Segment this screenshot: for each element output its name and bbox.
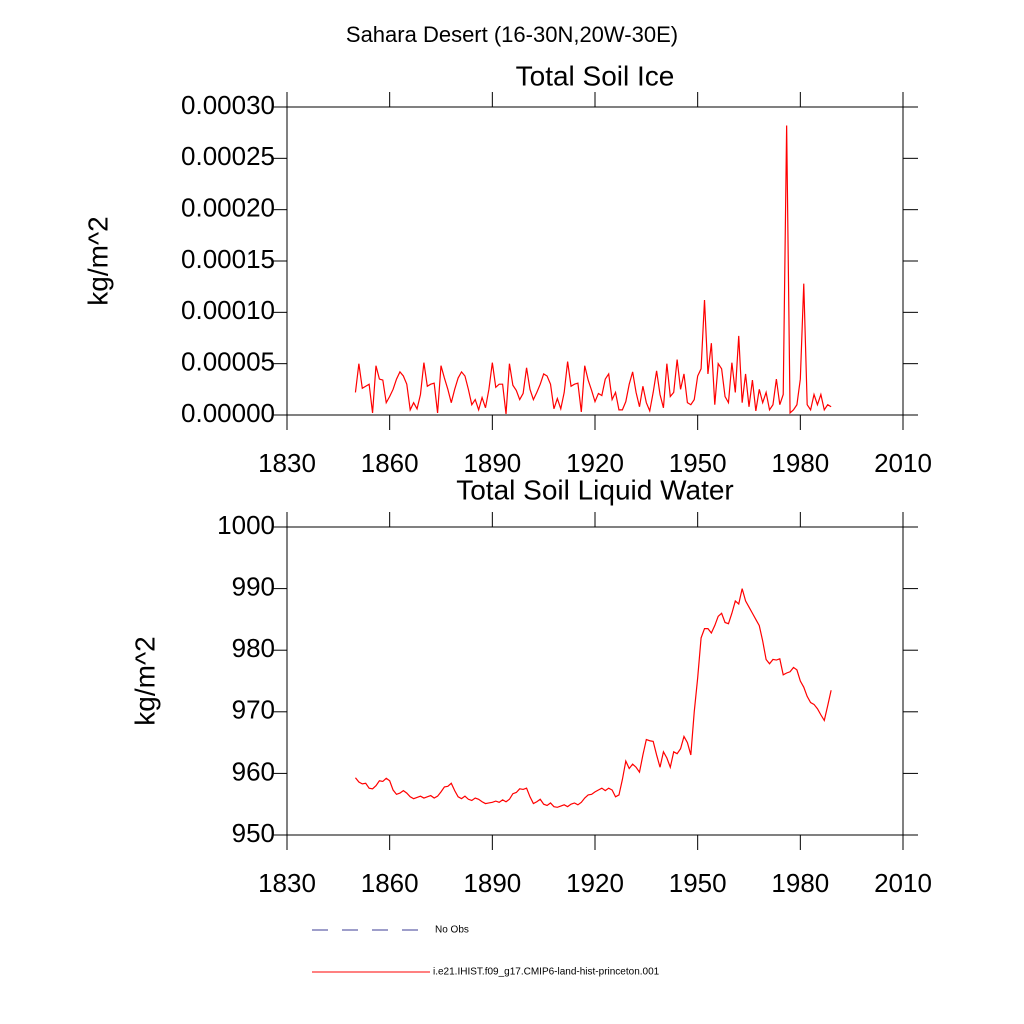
x-tick-label: 1890	[463, 448, 521, 478]
y-tick-label: 0.00010	[181, 295, 275, 325]
x-tick-label: 2010	[874, 448, 932, 478]
legend-label: i.e21.IHIST.f09_g17.CMIP6-land-hist-prin…	[433, 967, 660, 978]
y-tick-label: 1000	[217, 510, 275, 540]
y-tick-label: 0.00005	[181, 347, 275, 377]
y-axis-label: kg/m^2	[129, 636, 160, 725]
x-tick-label: 1950	[669, 868, 727, 898]
y-tick-label: 0.00030	[181, 90, 275, 120]
data-line	[354, 125, 832, 415]
plot-frame	[286, 526, 904, 836]
x-tick-label: 1860	[361, 868, 419, 898]
x-tick-label: 1920	[566, 448, 624, 478]
data-line	[354, 588, 832, 808]
y-tick-label: 0.00020	[181, 193, 275, 223]
x-tick-label: 2010	[874, 868, 932, 898]
x-tick-label: 1890	[463, 868, 521, 898]
legend-label: No Obs	[435, 925, 469, 936]
x-tick-label: 1920	[566, 868, 624, 898]
x-tick-label: 1860	[361, 448, 419, 478]
x-tick-label: 1830	[258, 868, 316, 898]
y-tick-label: 0.00000	[181, 398, 275, 428]
y-tick-label: 960	[232, 756, 275, 786]
y-tick-label: 980	[232, 633, 275, 663]
x-tick-label: 1830	[258, 448, 316, 478]
y-tick-label: 0.00025	[181, 141, 275, 171]
x-tick-label: 1980	[771, 868, 829, 898]
y-axis-label: kg/m^2	[82, 216, 113, 305]
y-tick-label: 0.00015	[181, 244, 275, 274]
chart-title: Total Soil Ice	[516, 60, 675, 91]
figure-title: Sahara Desert (16-30N,20W-30E)	[346, 22, 678, 47]
x-tick-label: 1980	[771, 448, 829, 478]
y-tick-label: 970	[232, 695, 275, 725]
plot-frame	[286, 106, 904, 416]
y-tick-label: 990	[232, 571, 275, 601]
y-tick-label: 950	[232, 818, 275, 848]
x-tick-label: 1950	[669, 448, 727, 478]
chart-title: Total Soil Liquid Water	[456, 474, 734, 505]
